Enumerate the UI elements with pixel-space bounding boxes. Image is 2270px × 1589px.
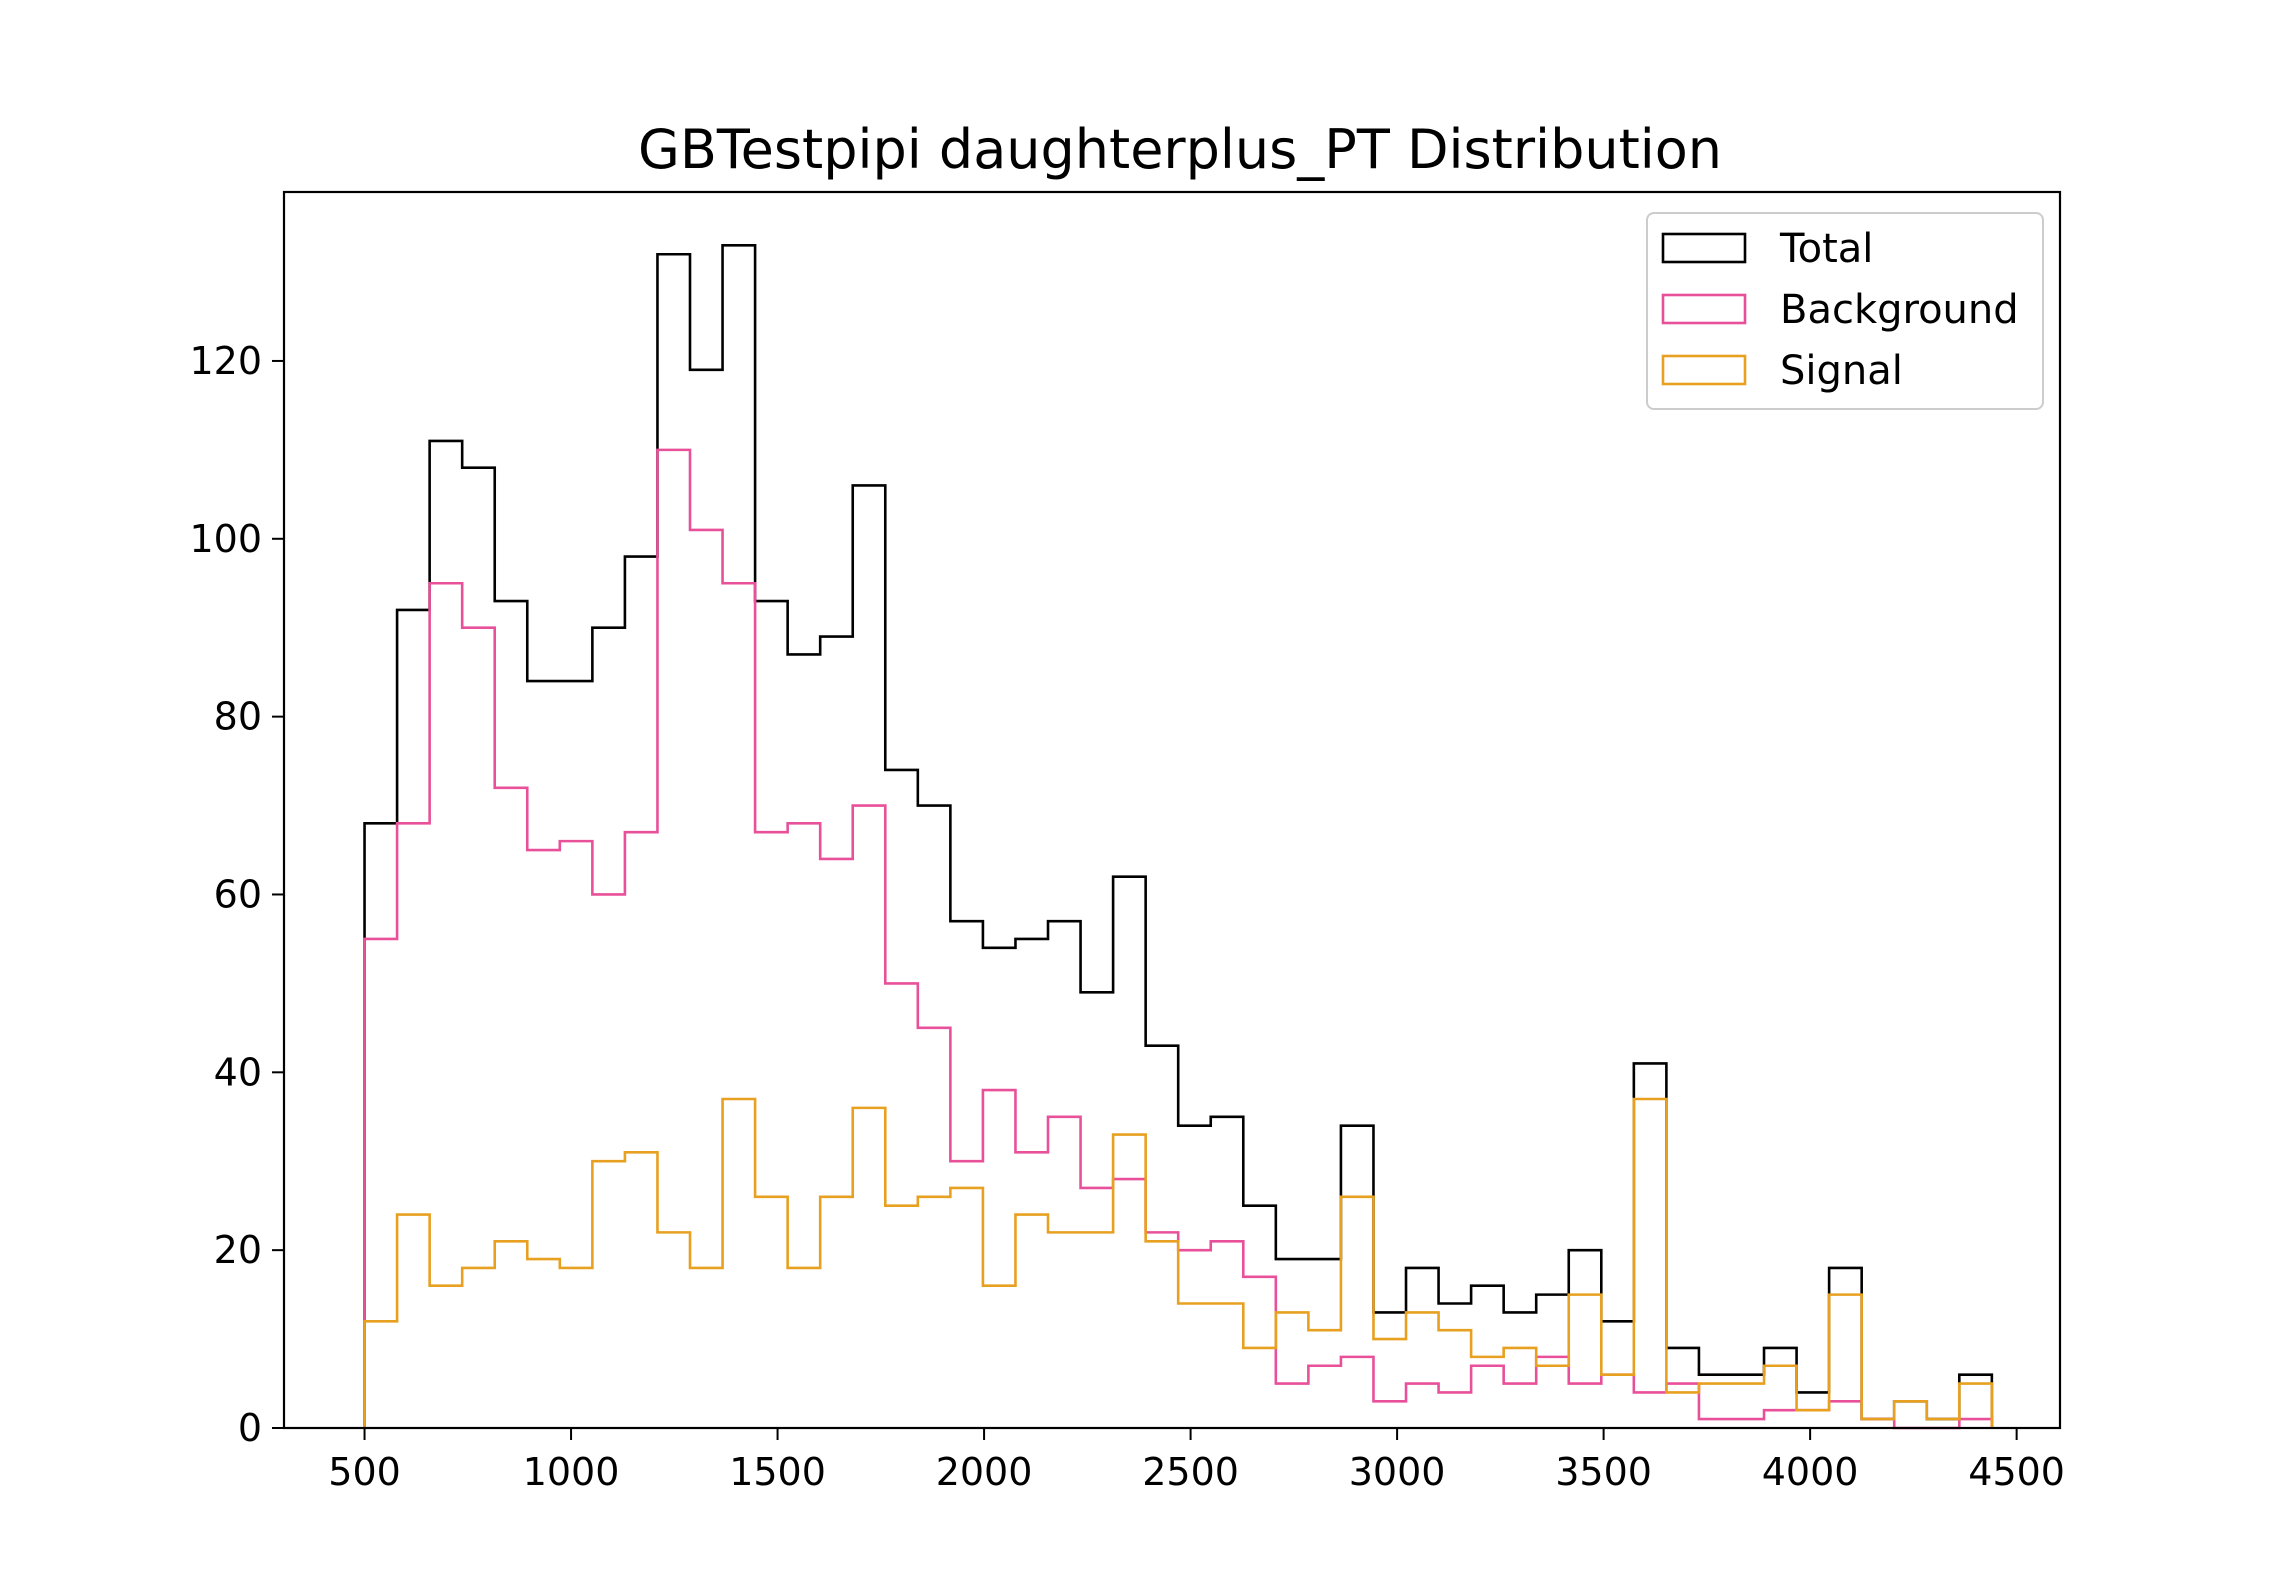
chart-title: GBTestpipi daughterplus_PT Distribution	[638, 118, 1722, 181]
x-tick-label: 1000	[523, 1450, 620, 1494]
series-layer	[363, 244, 1994, 1430]
y-tick-label: 0	[238, 1406, 262, 1450]
legend-swatch-signal	[1661, 354, 1747, 386]
x-tick-label: 500	[328, 1450, 401, 1494]
x-tick-label: 1500	[729, 1450, 826, 1494]
x-tick-label: 3000	[1349, 1450, 1446, 1494]
legend-label-background: Background	[1780, 287, 2019, 333]
x-tick-label: 2000	[936, 1450, 1033, 1494]
y-tick-label: 80	[214, 695, 262, 739]
y-tick-label: 20	[214, 1228, 262, 1272]
plot-area-frame	[282, 190, 2062, 1430]
legend-label-signal: Signal	[1780, 348, 1903, 394]
legend-swatch-total	[1661, 232, 1747, 264]
x-tick-label: 4500	[1968, 1450, 2065, 1494]
legend-label-total: Total	[1779, 226, 1873, 272]
y-tick-label: 100	[189, 517, 262, 561]
legend: Total Background Signal	[1646, 212, 2044, 410]
legend-swatch-background	[1661, 293, 1747, 325]
y-tick-label: 40	[214, 1050, 262, 1094]
y-tick-label: 120	[189, 339, 262, 383]
series-signal-line	[363, 1097, 1994, 1428]
y-tick-label: 60	[214, 872, 262, 916]
x-tick-label: 3500	[1555, 1450, 1652, 1494]
series-total-line	[363, 244, 1994, 1428]
x-tick-label: 2500	[1142, 1450, 1239, 1494]
y-axis: 0 20 40 60 80 100 120	[189, 339, 284, 1450]
x-axis: 500 1000 1500 2000 2500 3000 3500 4000 4500	[328, 1428, 2065, 1494]
x-tick-label: 4000	[1762, 1450, 1859, 1494]
